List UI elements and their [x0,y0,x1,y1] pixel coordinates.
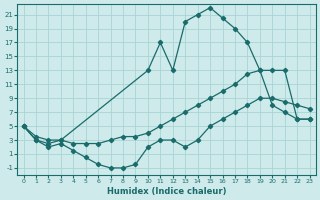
X-axis label: Humidex (Indice chaleur): Humidex (Indice chaleur) [107,187,226,196]
